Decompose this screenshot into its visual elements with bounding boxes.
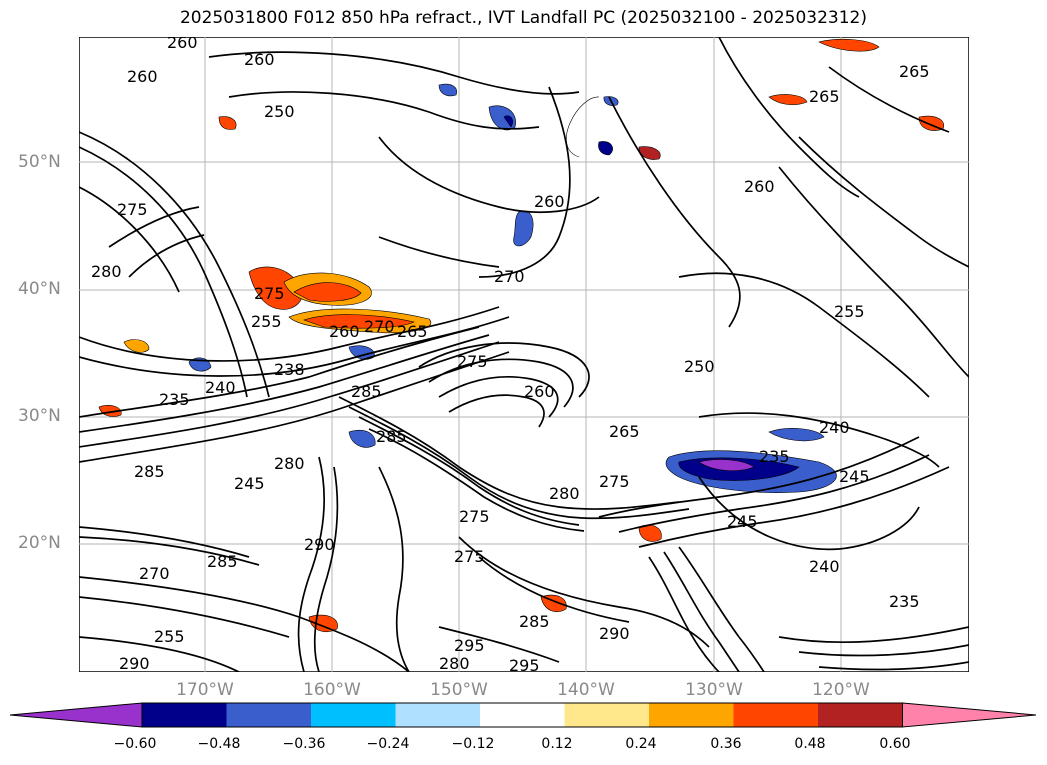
contour-label: 235 [159, 390, 190, 409]
gridlines [79, 37, 969, 672]
lat-label-30n: 30°N [18, 406, 61, 426]
contour-label: 275 [459, 507, 490, 526]
contour-label: 245 [727, 512, 758, 531]
map-title: 2025031800 F012 850 hPa refract., IVT La… [179, 8, 867, 28]
contour-label: 265 [899, 62, 930, 81]
colorbar-tick: −0.36 [282, 736, 326, 752]
contour-label: 280 [549, 484, 580, 503]
contour-label: 285 [519, 612, 550, 631]
contour-label: 260 [534, 192, 565, 211]
lat-label-50n: 50°N [18, 152, 61, 172]
contour-label: 240 [819, 418, 850, 437]
colorbar-extend-min [10, 702, 143, 728]
contour-label: 245 [234, 474, 265, 493]
contour-label: 295 [454, 636, 485, 655]
colorbar-segment [818, 703, 903, 727]
contour-label: 290 [599, 624, 630, 643]
lon-label-150w: 150°W [430, 680, 488, 700]
lon-label-160w: 160°W [303, 680, 361, 700]
contour-label: 240 [205, 378, 236, 397]
contour-label: 285 [134, 462, 165, 481]
contour-label: 255 [834, 302, 865, 321]
contour-label: 255 [154, 627, 185, 646]
contour-label: 275 [117, 200, 148, 219]
contour-label: 270 [364, 317, 395, 336]
contour-labels: 260 260 260 265 265 250 260 260 270 275 … [91, 37, 930, 672]
lat-label-20n: 20°N [18, 533, 61, 553]
contour-label: 265 [397, 322, 428, 341]
colorbar-tick: 0.48 [794, 736, 826, 752]
colorbar-segment [142, 703, 227, 727]
colorbar-outline [141, 702, 903, 728]
contour-label: 290 [304, 535, 335, 554]
colorbar-segment [733, 703, 819, 727]
contour-label: 238 [274, 360, 305, 379]
contour-label: 250 [264, 102, 295, 121]
contour-label: 270 [139, 564, 170, 583]
colorbar-segment [649, 703, 734, 727]
contour-label: 260 [329, 322, 360, 341]
colorbar-tick: −0.12 [451, 736, 495, 752]
contour-label: 275 [599, 472, 630, 491]
contour-label: 295 [509, 656, 540, 672]
colorbar-segment [311, 703, 396, 727]
lon-label-120w: 120°W [812, 680, 870, 700]
contour-lines [79, 37, 969, 672]
colorbar-tick: −0.48 [197, 736, 241, 752]
colorbar-tick: 0.60 [879, 736, 911, 752]
colorbar-tick: −0.24 [366, 736, 410, 752]
lon-label-170w: 170°W [176, 680, 234, 700]
contour-label: 265 [609, 422, 640, 441]
contour-label: 250 [684, 357, 715, 376]
contour-label: 240 [809, 557, 840, 576]
map-panel: 260 260 260 265 265 250 260 260 270 275 … [79, 37, 969, 672]
contour-label: 275 [254, 284, 285, 303]
colorbar-segment [395, 703, 481, 727]
lon-label-140w: 140°W [557, 680, 615, 700]
contour-label: 235 [759, 447, 790, 466]
contour-label: 260 [524, 382, 555, 401]
contour-label: 260 [744, 177, 775, 196]
contour-label: 280 [439, 654, 470, 672]
colorbar-segment [480, 703, 565, 727]
contour-label: 270 [494, 267, 525, 286]
contour-label: 275 [457, 352, 488, 371]
contour-label: 280 [274, 454, 305, 473]
contour-label: 260 [127, 67, 158, 86]
contour-label: 260 [244, 50, 275, 69]
lon-label-130w: 130°W [685, 680, 743, 700]
contour-label: 285 [376, 427, 407, 446]
colorbar-tick: 0.36 [710, 736, 742, 752]
colorbar [10, 702, 1037, 728]
contour-label: 245 [839, 467, 870, 486]
contour-label: 235 [889, 592, 920, 611]
colorbar-extend-max [902, 702, 1037, 728]
contour-label: 280 [91, 262, 122, 281]
colorbar-tick: 0.24 [625, 736, 657, 752]
lat-label-40n: 40°N [18, 279, 61, 299]
contour-label: 265 [809, 87, 840, 106]
contour-label: 285 [351, 382, 382, 401]
contour-label: 260 [167, 37, 198, 52]
colorbar-segment [564, 703, 650, 727]
contour-label: 275 [454, 547, 485, 566]
colorbar-tick: 0.12 [541, 736, 573, 752]
colorbar-segment [226, 703, 312, 727]
contour-label: 285 [207, 552, 238, 571]
colorbar-tick: −0.60 [113, 736, 157, 752]
contour-label: 255 [251, 312, 282, 331]
contour-label: 290 [119, 654, 150, 672]
